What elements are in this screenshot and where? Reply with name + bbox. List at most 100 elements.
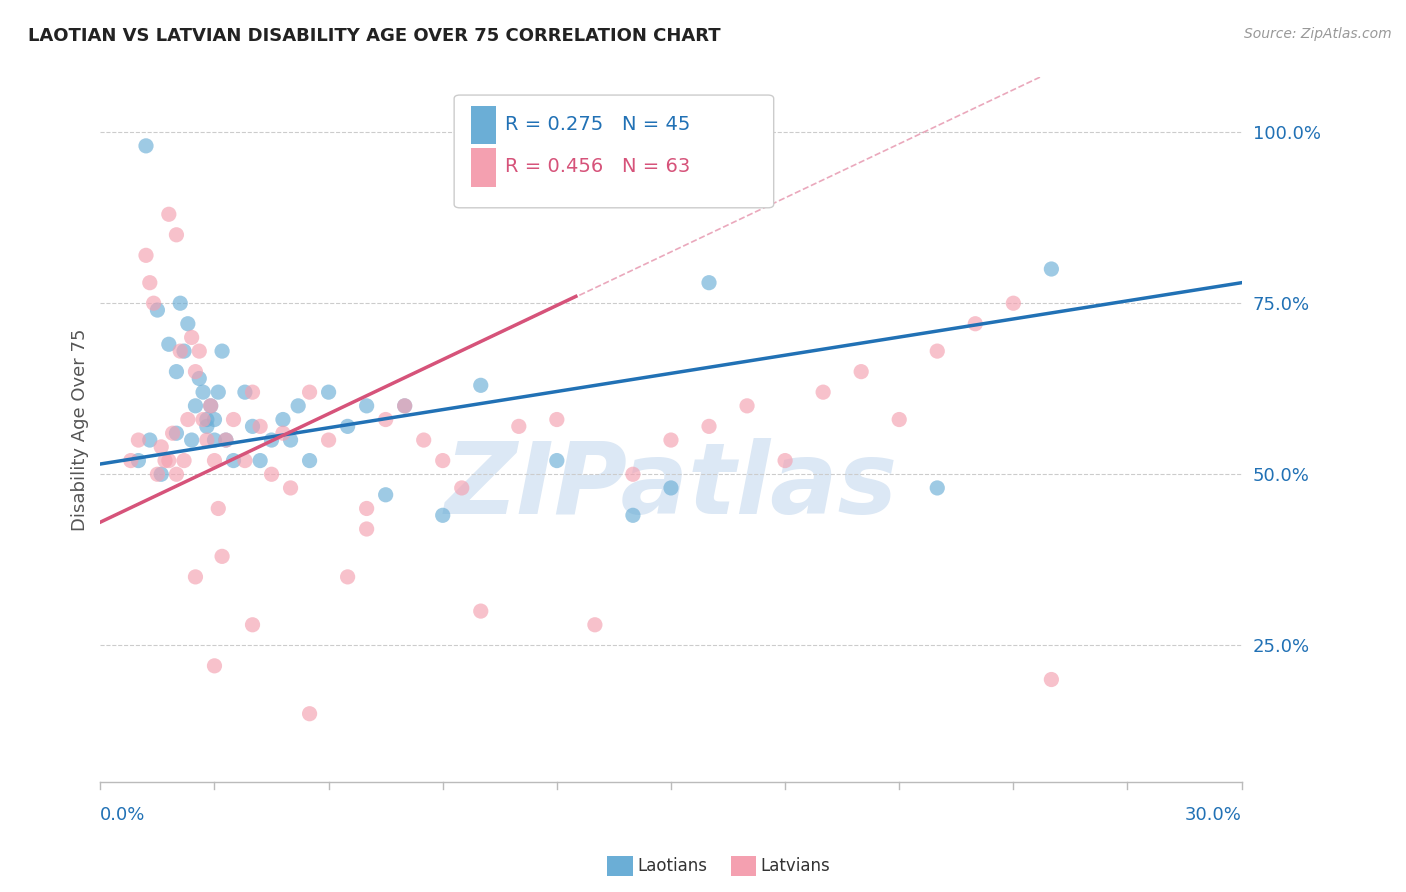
Point	[412, 433, 434, 447]
Point	[356, 522, 378, 536]
Point	[233, 385, 256, 400]
Point	[394, 399, 416, 413]
Point	[191, 385, 214, 400]
Point	[165, 426, 187, 441]
Point	[374, 488, 396, 502]
Point	[184, 399, 207, 413]
Point	[659, 481, 682, 495]
Point	[222, 412, 245, 426]
Point	[177, 412, 200, 426]
Point	[139, 276, 162, 290]
Point	[1040, 673, 1063, 687]
Point	[927, 344, 949, 359]
Point	[287, 399, 309, 413]
Point	[222, 453, 245, 467]
Point	[200, 399, 222, 413]
Point	[298, 706, 321, 721]
Point	[135, 139, 157, 153]
Text: Source: ZipAtlas.com: Source: ZipAtlas.com	[1244, 27, 1392, 41]
Point	[249, 419, 271, 434]
Point	[157, 453, 180, 467]
Point	[697, 276, 720, 290]
Point	[150, 440, 173, 454]
Point	[280, 433, 302, 447]
Point	[470, 378, 492, 392]
Point	[165, 467, 187, 482]
Point	[546, 412, 568, 426]
Point	[135, 248, 157, 262]
Point	[211, 549, 233, 564]
Point	[200, 399, 222, 413]
Point	[450, 481, 472, 495]
Point	[298, 453, 321, 467]
Point	[546, 453, 568, 467]
Point	[162, 426, 184, 441]
Point	[242, 385, 264, 400]
Point	[211, 344, 233, 359]
FancyBboxPatch shape	[471, 105, 496, 145]
Point	[153, 453, 176, 467]
Point	[432, 508, 454, 523]
Point	[621, 467, 644, 482]
Point	[188, 371, 211, 385]
Point	[356, 501, 378, 516]
Point	[157, 207, 180, 221]
FancyBboxPatch shape	[454, 95, 773, 208]
Point	[432, 453, 454, 467]
Point	[180, 433, 202, 447]
Point	[157, 337, 180, 351]
Point	[195, 433, 218, 447]
Point	[889, 412, 911, 426]
Point	[508, 419, 530, 434]
Point	[811, 385, 834, 400]
Point	[249, 453, 271, 467]
Point	[184, 570, 207, 584]
Point	[851, 365, 873, 379]
Point	[169, 296, 191, 310]
Point	[215, 433, 238, 447]
Point	[470, 604, 492, 618]
FancyBboxPatch shape	[471, 148, 496, 186]
Point	[242, 419, 264, 434]
Point	[356, 399, 378, 413]
Point	[184, 365, 207, 379]
Point	[233, 453, 256, 467]
Point	[177, 317, 200, 331]
Point	[120, 453, 142, 467]
Text: R = 0.456   N = 63: R = 0.456 N = 63	[506, 157, 690, 177]
Text: R = 0.275   N = 45: R = 0.275 N = 45	[506, 115, 690, 134]
Point	[150, 467, 173, 482]
Point	[139, 433, 162, 447]
Text: ZIPatlas: ZIPatlas	[444, 438, 897, 534]
Point	[965, 317, 987, 331]
Point	[127, 453, 149, 467]
Point	[583, 617, 606, 632]
Point	[204, 412, 226, 426]
Point	[173, 344, 195, 359]
Point	[207, 385, 229, 400]
Point	[336, 419, 359, 434]
Text: 0.0%: 0.0%	[100, 806, 146, 824]
Point	[127, 433, 149, 447]
Text: LAOTIAN VS LATVIAN DISABILITY AGE OVER 75 CORRELATION CHART: LAOTIAN VS LATVIAN DISABILITY AGE OVER 7…	[28, 27, 721, 45]
Point	[271, 426, 294, 441]
Text: 30.0%: 30.0%	[1185, 806, 1241, 824]
Point	[927, 481, 949, 495]
Point	[394, 399, 416, 413]
Text: Laotians: Laotians	[637, 857, 707, 875]
Point	[204, 658, 226, 673]
Point	[195, 412, 218, 426]
Point	[318, 385, 340, 400]
Point	[1040, 262, 1063, 277]
Point	[191, 412, 214, 426]
Point	[735, 399, 758, 413]
Point	[165, 227, 187, 242]
Point	[204, 433, 226, 447]
Point	[298, 385, 321, 400]
Point	[318, 433, 340, 447]
Y-axis label: Disability Age Over 75: Disability Age Over 75	[72, 328, 89, 531]
Point	[188, 344, 211, 359]
Point	[621, 508, 644, 523]
Point	[146, 467, 169, 482]
Point	[242, 617, 264, 632]
